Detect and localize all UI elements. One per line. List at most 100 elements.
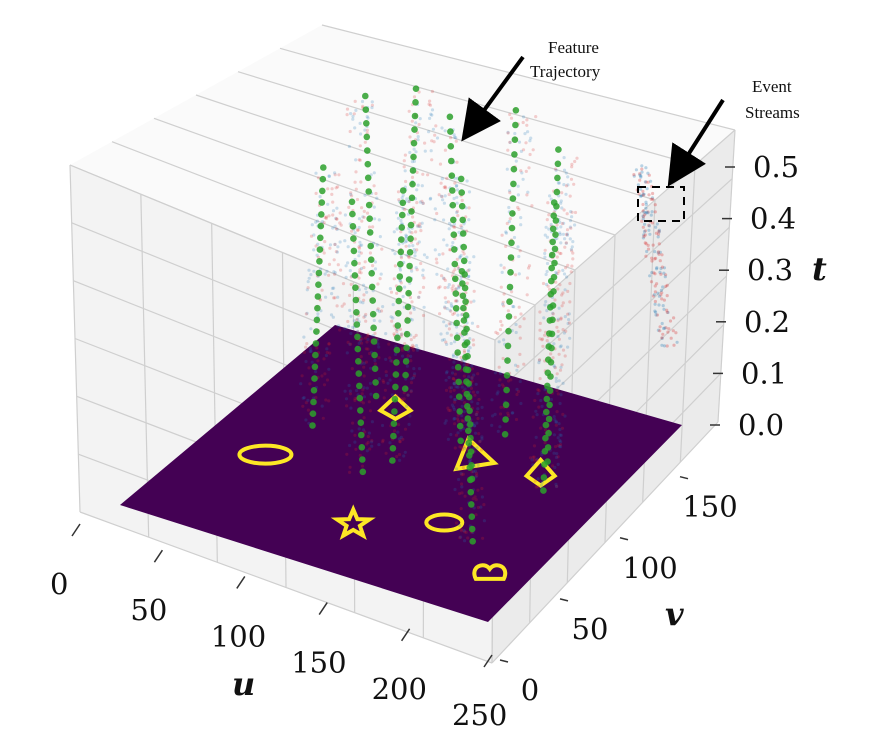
event-point: [531, 148, 535, 152]
event-point: [563, 414, 567, 418]
feature-point: [503, 372, 511, 379]
event-point: [429, 149, 433, 153]
event-point: [519, 169, 523, 173]
event-point: [428, 197, 432, 201]
feature-point: [546, 387, 554, 395]
feature-point: [554, 160, 562, 168]
floor-ellipse-edge: [237, 443, 294, 466]
event-point: [434, 124, 438, 128]
event-point: [552, 433, 557, 437]
annotation-feature-line-1: Feature: [548, 38, 599, 57]
event-point: [310, 223, 314, 227]
event-point: [543, 255, 547, 259]
event-point: [449, 333, 453, 337]
event-point: [641, 193, 645, 197]
event-point: [519, 149, 524, 153]
event-point: [556, 455, 560, 459]
event-point: [641, 189, 645, 193]
event-point: [370, 420, 374, 424]
event-point: [410, 300, 414, 304]
event-point: [446, 300, 450, 304]
event-point: [334, 250, 338, 254]
feature-point: [548, 264, 555, 272]
event-point: [455, 417, 460, 421]
event-point: [397, 452, 402, 457]
feature-point: [354, 333, 361, 341]
event-point: [463, 530, 467, 534]
event-point: [348, 392, 353, 396]
event-point: [392, 332, 396, 336]
event-point: [459, 529, 464, 533]
event-point: [561, 301, 565, 305]
feature-point: [396, 273, 404, 280]
event-point: [642, 233, 646, 237]
event-point: [450, 403, 454, 407]
event-point: [653, 290, 658, 294]
t-axis-label: t: [812, 250, 827, 288]
event-point: [362, 386, 366, 390]
u-tick-mark: [483, 654, 493, 668]
event-point: [422, 276, 426, 280]
event-point: [657, 252, 661, 256]
event-point: [462, 360, 466, 364]
event-point: [421, 273, 425, 277]
event-point: [510, 290, 514, 294]
event-point: [515, 387, 519, 391]
event-point: [499, 319, 503, 324]
event-point: [466, 536, 470, 540]
event-point: [482, 503, 486, 507]
event-point: [414, 121, 418, 125]
feature-point: [543, 408, 550, 416]
event-point: [511, 304, 515, 309]
feature-point: [550, 199, 558, 206]
event-point: [554, 167, 558, 171]
feature-point: [397, 248, 405, 256]
feature-point: [550, 212, 557, 219]
event-point: [542, 316, 546, 320]
event-point: [395, 227, 399, 231]
event-point: [540, 338, 544, 342]
event-point: [418, 290, 422, 294]
event-point: [393, 352, 398, 356]
event-point: [656, 251, 660, 255]
event-point: [358, 243, 362, 248]
event-point: [316, 312, 320, 316]
event-point: [472, 343, 476, 347]
event-point: [411, 215, 415, 219]
event-point: [400, 398, 405, 402]
event-point: [555, 255, 559, 259]
feature-point: [504, 342, 512, 350]
event-point: [347, 324, 351, 328]
feature-point: [466, 464, 474, 471]
event-point: [314, 244, 318, 248]
feature-point: [349, 223, 357, 230]
event-point: [412, 95, 417, 99]
event-point: [360, 337, 364, 341]
feature-point: [319, 175, 327, 183]
event-point: [415, 268, 419, 272]
event-point: [387, 342, 391, 346]
floor-triangle-edge: [453, 435, 499, 472]
event-point: [505, 221, 509, 226]
event-point: [378, 235, 382, 239]
event-point: [467, 218, 471, 222]
event-point: [397, 242, 401, 246]
event-point: [336, 295, 340, 299]
event-point: [389, 315, 393, 319]
event-point: [404, 244, 408, 248]
event-point: [558, 443, 563, 447]
feature-point: [504, 357, 511, 364]
event-point: [418, 117, 422, 121]
event-point: [345, 452, 349, 456]
event-point: [459, 253, 463, 258]
event-point: [326, 202, 330, 206]
event-point: [469, 300, 473, 304]
annotation-feature-trajectory: Feature Trajectory: [461, 38, 601, 142]
event-point: [315, 219, 320, 223]
feature-point: [411, 112, 419, 120]
event-point: [518, 249, 522, 253]
event-point: [391, 248, 395, 252]
event-point: [388, 356, 392, 360]
event-point: [462, 374, 466, 378]
event-point: [449, 432, 453, 437]
